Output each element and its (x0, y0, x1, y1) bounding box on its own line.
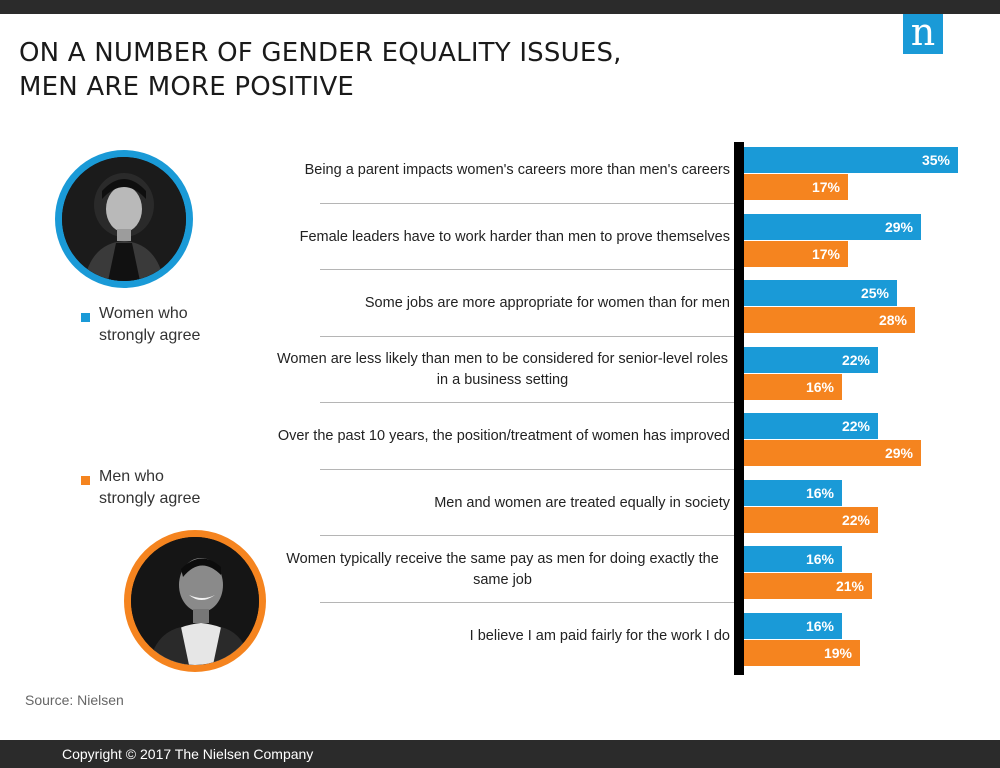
bar-men: 17% (744, 240, 848, 267)
title-line-1: ON A NUMBER OF GENDER EQUALITY ISSUES, (19, 38, 622, 68)
bar-value-label: 35% (921, 152, 950, 168)
bar-value-label: 17% (811, 245, 840, 262)
question-label: I believe I am paid fairly for the work … (469, 627, 730, 644)
bar-value-label: 25% (860, 285, 889, 301)
axis-line (734, 142, 744, 675)
logo-letter: n (910, 10, 936, 54)
legend-men-label: Men who strongly agree (99, 468, 201, 507)
question-label: Being a parent impacts women's careers m… (304, 162, 730, 178)
question-label: Men and women are treated equally in soc… (434, 494, 730, 511)
bar-value-label: 22% (841, 418, 870, 434)
bar-value-label: 22% (841, 511, 870, 528)
bar-men: 28% (744, 307, 915, 333)
bar-men: 16% (744, 373, 842, 400)
question-label: Female leaders have to work harder than … (299, 228, 730, 245)
man-silhouette-icon (131, 537, 259, 665)
legend-women: Women who strongly agree (81, 303, 200, 347)
copyright-text: Copyright © 2017 The Nielsen Company (62, 746, 314, 762)
bar-value-label: 21% (835, 578, 864, 594)
question-label: Over the past 10 years, the position/tre… (277, 428, 730, 444)
row-separator (320, 468, 738, 470)
bar-women: 35% (744, 147, 958, 173)
bar-value-label: 16% (805, 617, 834, 634)
bar-value-label: 16% (805, 378, 834, 395)
row-separator (320, 335, 738, 337)
top-bar (0, 0, 1000, 14)
bar-women: 25% (744, 280, 897, 306)
bar-value-label: 29% (884, 445, 913, 461)
bar-value-label: 17% (811, 179, 840, 195)
footer-bar: Copyright © 2017 The Nielsen Company (0, 740, 1000, 768)
bar-men: 17% (744, 174, 848, 200)
man-photo-icon (124, 530, 266, 672)
question-label: Women typically receive the same pay as … (286, 550, 719, 588)
woman-silhouette-icon (62, 157, 186, 281)
legend-men-swatch (81, 476, 90, 485)
bar-women: 22% (744, 346, 878, 373)
row-separator (320, 202, 738, 204)
nielsen-logo: n (903, 13, 943, 54)
bar-women: 16% (744, 612, 842, 639)
bar-value-label: 22% (841, 351, 870, 368)
row-separator (320, 269, 738, 270)
woman-photo-icon (55, 150, 193, 288)
bar-value-label: 19% (823, 644, 852, 661)
bar-men: 21% (744, 573, 872, 599)
title-line-2: MEN ARE MORE POSITIVE (19, 72, 355, 102)
bar-value-label: 28% (878, 312, 907, 328)
bar-value-label: 29% (884, 218, 913, 235)
question-label: Some jobs are more appropriate for women… (364, 295, 730, 311)
bar-men: 29% (744, 440, 921, 466)
page-title: ON A NUMBER OF GENDER EQUALITY ISSUES, M… (19, 36, 819, 104)
row-separator (320, 535, 738, 536)
bar-men: 22% (744, 506, 878, 533)
legend-women-swatch (81, 313, 90, 322)
bar-men: 19% (744, 639, 860, 666)
bar-women: 29% (744, 213, 921, 240)
bar-women: 16% (744, 479, 842, 506)
source-note: Source: Nielsen (25, 692, 124, 708)
bar-women: 22% (744, 413, 878, 439)
question-label: Women are less likely than men to be con… (276, 351, 729, 388)
row-separator (320, 601, 738, 603)
legend-women-label: Women who strongly agree (99, 305, 201, 344)
bar-value-label: 16% (805, 484, 834, 501)
legend-men: Men who strongly agree (81, 466, 200, 510)
row-separator (320, 402, 738, 403)
bar-women: 16% (744, 546, 842, 572)
bar-value-label: 16% (805, 551, 834, 567)
